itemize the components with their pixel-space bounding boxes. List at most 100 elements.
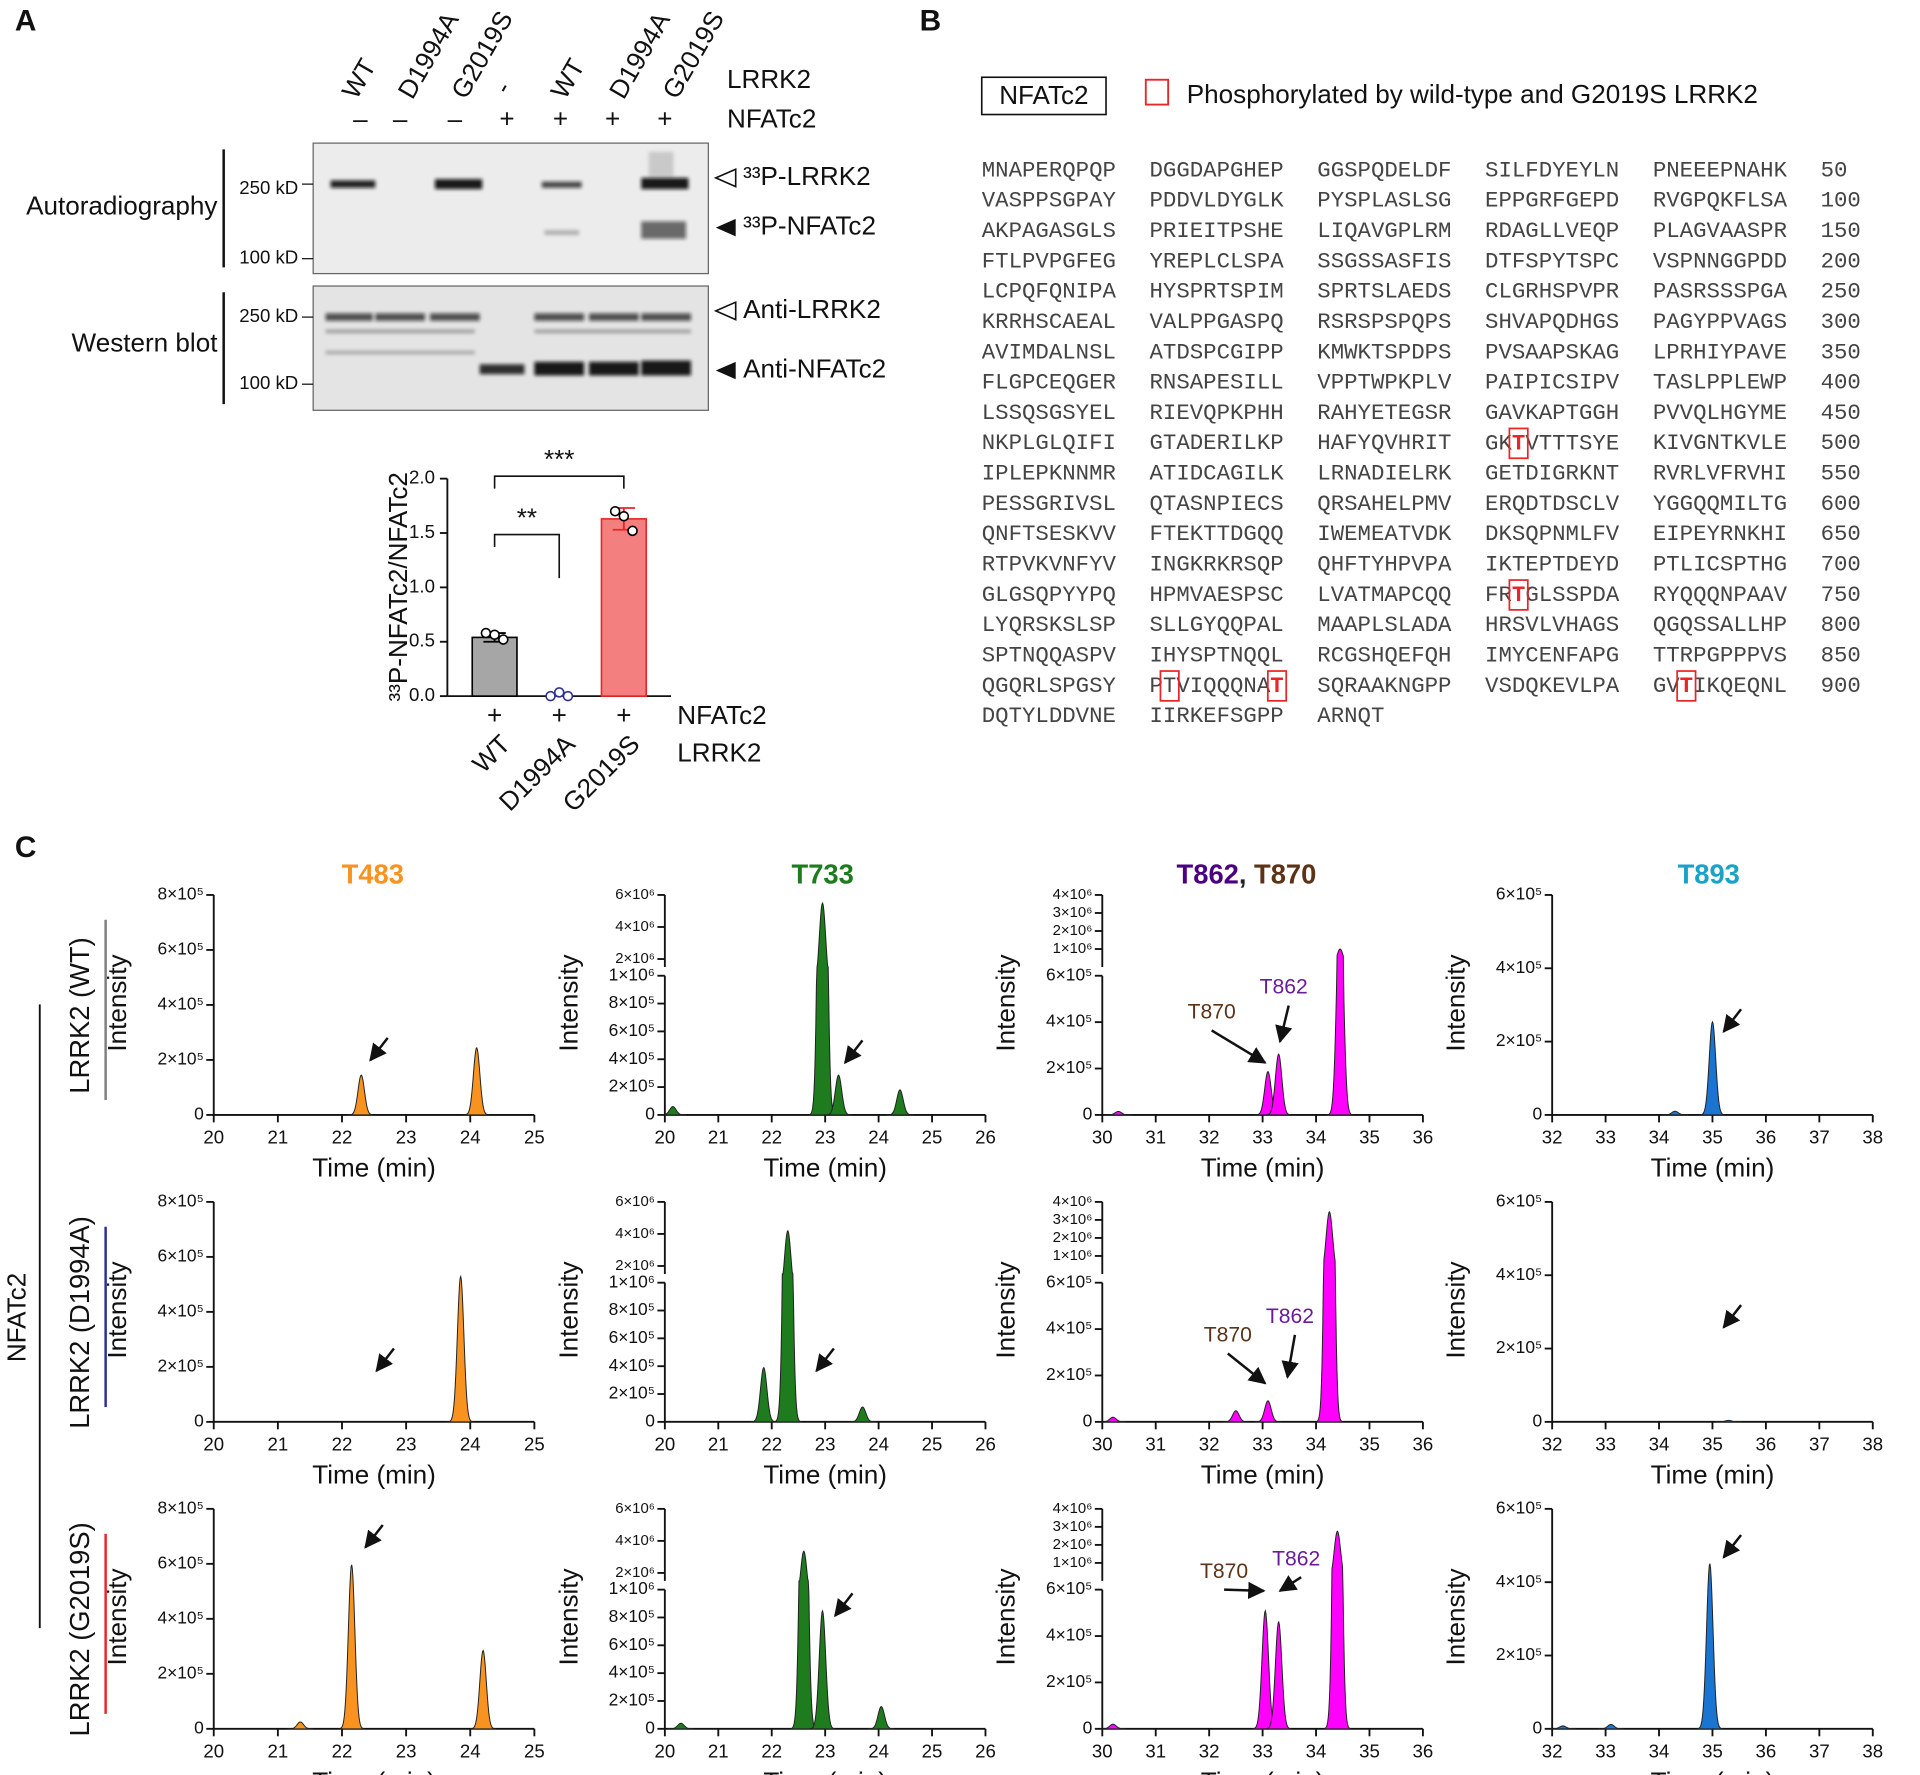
sequence-block: RVGPQKFLSA: [1653, 188, 1788, 214]
sequence-position: 800: [1821, 612, 1861, 638]
sequence-block: PNEEEPNAHK: [1653, 157, 1788, 183]
sequence-block: LPRHIYPAVE: [1653, 339, 1787, 365]
y-axis-label: Intensity: [991, 1261, 1021, 1358]
x-tick-label: 38: [1862, 1740, 1883, 1761]
x-tick-label: 21: [268, 1126, 289, 1147]
column-title-part: T483: [342, 859, 404, 890]
sequence-block: QGQRLSPGSY: [982, 673, 1117, 699]
x-tick-label: 35: [1359, 1433, 1380, 1454]
arrow: [1722, 1534, 1743, 1559]
sequence-block: CLGRHSPVPR: [1485, 279, 1619, 305]
y-tick-label: 1.0: [409, 575, 435, 596]
sequence-block: RYQQQNPAAV: [1653, 582, 1788, 608]
sequence-block: PLAGVAASPR: [1653, 218, 1787, 244]
sequence-block: LYQRSKSLSP: [982, 612, 1116, 638]
arrow: [1278, 1575, 1302, 1592]
y-tick-label: 0: [1533, 1717, 1543, 1737]
y-tick-label: 2×10⁶: [1053, 923, 1093, 939]
x-tick-label: 23: [396, 1126, 417, 1147]
y-tick-label: 3×10⁶: [1053, 1519, 1093, 1535]
y-tick-label: 6×10⁶: [615, 1501, 655, 1517]
y-tick-label: 2×10⁶: [1053, 1537, 1093, 1553]
x-tick-label: 37: [1809, 1433, 1830, 1454]
x-axis-label: Time (min): [763, 1766, 887, 1775]
y-tick-label: 1×10⁶: [1053, 1248, 1093, 1264]
x-tick-label: 32: [1542, 1126, 1563, 1147]
legend-text: Phosphorylated by wild-type and G2019S L…: [1187, 79, 1758, 109]
y-tick-label: 2×10⁵: [1496, 1337, 1542, 1357]
arrow: [834, 1592, 854, 1618]
sequence-block: LIQAVGPLRM: [1317, 218, 1451, 244]
y-tick-label: 4×10⁵: [1496, 1264, 1542, 1284]
chromatogram-peak: [1254, 1400, 1281, 1423]
y-tick-label: 8×10⁵: [157, 1497, 203, 1517]
y-tick-label: 0: [1533, 1410, 1543, 1430]
blot-bands: [325, 313, 691, 376]
sequence-block: IMYCENFAPG: [1485, 643, 1619, 669]
chromatogram-peak: [825, 1074, 852, 1116]
marker-label: 100 kD: [239, 372, 298, 393]
column-title: T862, T870: [1177, 859, 1317, 890]
sequence-position: 700: [1821, 552, 1861, 578]
x-tick-label: 38: [1862, 1126, 1883, 1147]
sequence-block: PAGYPPVAGS: [1653, 309, 1787, 335]
x-tick-label: 20: [203, 1740, 224, 1761]
y-tick-label: 0.5: [409, 630, 435, 651]
sequence-block: QGQSSALLHP: [1653, 612, 1787, 638]
x-tick-label: 34: [1306, 1126, 1327, 1147]
sequence-block: SPTNQQASPV: [982, 643, 1117, 669]
x-axis-label: Time (min): [1201, 1152, 1325, 1182]
chromatogram-peak: [1265, 1053, 1292, 1116]
y-axis-label: Intensity: [102, 1261, 132, 1358]
x-axis-label: Time (min): [1201, 1766, 1325, 1775]
column-title: T483: [342, 859, 404, 890]
data-point: [545, 690, 556, 702]
data-point: [480, 627, 492, 639]
sequence-block: KMWKTSPDPS: [1317, 339, 1451, 365]
chromatogram-peak: [1265, 1620, 1292, 1730]
column-title-part: T870: [1254, 859, 1316, 890]
sequence-block: GKTVTTTSYE: [1485, 430, 1619, 456]
y-tick-label: 2×10⁵: [1496, 1644, 1542, 1664]
chromatogram-peak: [750, 1366, 777, 1423]
sequence-block: GGSPQDELDF: [1317, 157, 1451, 183]
y-axis-label: Intensity: [991, 955, 1021, 1052]
y-tick-label: 4×10⁶: [1053, 1194, 1093, 1210]
x-tick-label: 30: [1092, 1740, 1113, 1761]
y-tick-label: 0.0: [409, 684, 435, 705]
x-tick-label: 34: [1649, 1126, 1670, 1147]
y-tick-label: 6×10⁵: [1046, 964, 1092, 984]
x-tick-label: 32: [1542, 1433, 1563, 1454]
x-tick-label: 21: [268, 1740, 289, 1761]
row-label: LRRK2 (G2019S): [64, 1522, 95, 1736]
lane-sign: +: [553, 104, 568, 134]
sequence-block: SILFDYEYLN: [1485, 157, 1619, 183]
x-tick-label: 24: [868, 1126, 889, 1147]
blot-frame: [312, 142, 709, 275]
x-tick-label: 25: [524, 1740, 545, 1761]
chromatogram-peak: [447, 1274, 474, 1423]
peak-annotation: T870: [1188, 1001, 1236, 1024]
y-tick-label: 6×10⁵: [157, 1552, 203, 1572]
y-axis-label: Intensity: [1441, 1261, 1471, 1358]
column-title: T893: [1678, 859, 1740, 890]
x-tick-label: 32: [1542, 1740, 1563, 1761]
sequence-block: HYSPRTSPIM: [1150, 279, 1284, 305]
chromatogram-peak: [1662, 1110, 1688, 1116]
chromatogram-peak: [886, 1089, 913, 1116]
panel-label: C: [15, 831, 37, 864]
sequence-position: 150: [1821, 218, 1861, 244]
x-tick-label: 22: [761, 1126, 782, 1147]
x-tick-label: 21: [708, 1740, 729, 1761]
chromatogram-peak: [867, 1705, 895, 1730]
sequence-block: ERQDTDSCLV: [1485, 491, 1620, 517]
sequence-position: 450: [1821, 400, 1861, 426]
x-tick-label: 25: [922, 1126, 943, 1147]
sequence-position: 550: [1821, 461, 1861, 487]
y-tick-label: 2×10⁵: [609, 1690, 655, 1710]
sequence-block: NKPLGLQIFI: [982, 430, 1116, 456]
x-tick-label: 25: [524, 1126, 545, 1147]
x-tick-label: 20: [654, 1740, 675, 1761]
chromatogram-peak: [1696, 1563, 1723, 1730]
band-label: ³³P-LRRK2: [743, 161, 871, 191]
